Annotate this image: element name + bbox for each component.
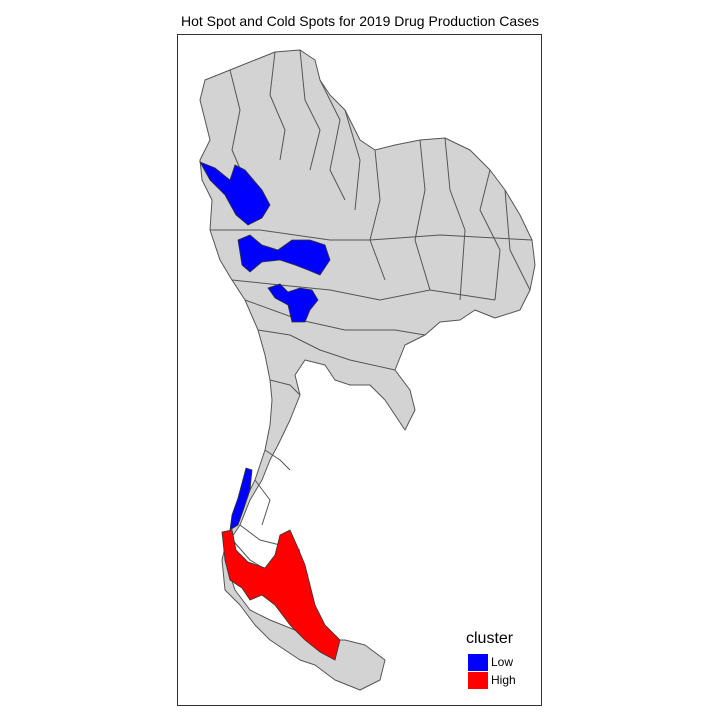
map-title: Hot Spot and Cold Spots for 2019 Drug Pr… (181, 13, 539, 29)
legend-title: cluster (466, 630, 514, 647)
country-outline (199, 49, 536, 691)
legend-label-low: Low (491, 655, 514, 669)
high-cluster-south (221, 529, 341, 661)
province-borders (210, 49, 533, 641)
legend-swatch-high (468, 672, 488, 689)
legend-label-high: High (491, 673, 516, 687)
low-cluster-central (237, 234, 331, 276)
low-cluster-west (267, 283, 319, 323)
legend-swatch-low (468, 654, 488, 671)
legend: cluster Low High (466, 630, 536, 692)
low-cluster-north (199, 161, 271, 226)
low-cluster-peninsula (229, 467, 253, 531)
